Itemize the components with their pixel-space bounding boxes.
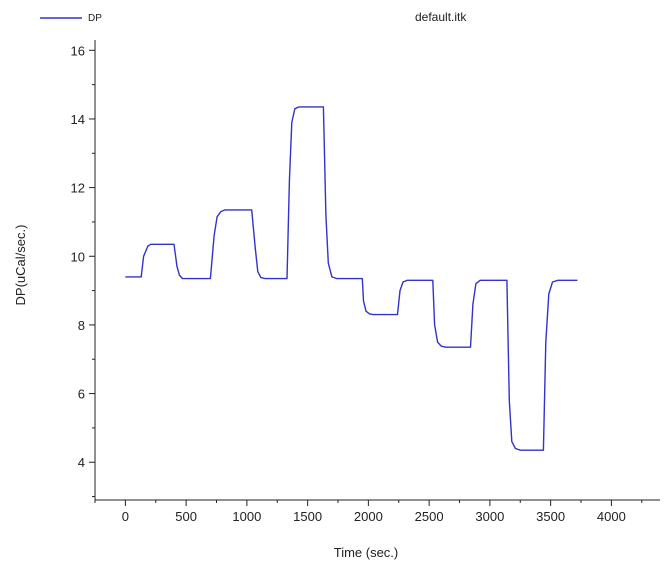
x-tick-label: 500 [175,509,197,524]
x-tick-label: 2500 [415,509,444,524]
x-axis-title: Time (sec.) [334,545,399,560]
ticks: 4 6 8 10 12 14 16 0 500 1000 1500 2000 2500 3000 3500 4… [71,43,643,524]
x-tick-label: 3000 [475,509,504,524]
x-tick-label: 4000 [597,509,626,524]
y-tick-label: 14 [71,112,85,127]
x-tick-label: 3500 [536,509,565,524]
y-tick-label: 10 [71,249,85,264]
x-tick-label: 1000 [232,509,261,524]
axes [94,40,660,501]
y-tick-label: 8 [78,318,85,333]
x-tick-label: 1500 [293,509,322,524]
y-tick-label: 16 [71,43,85,58]
legend-label-dp: DP [88,13,102,24]
x-tick-label: 2000 [354,509,383,524]
y-tick-label: 12 [71,181,85,196]
y-tick-label: 4 [78,455,85,470]
series-line-dp [125,106,578,451]
plot-area [125,106,578,451]
y-axis-title: DP(uCal/sec.) [13,225,28,306]
legend: DP [40,13,102,24]
chart-title: default.itk [415,10,467,24]
x-tick-label: 0 [122,509,129,524]
y-tick-label: 6 [78,387,85,402]
